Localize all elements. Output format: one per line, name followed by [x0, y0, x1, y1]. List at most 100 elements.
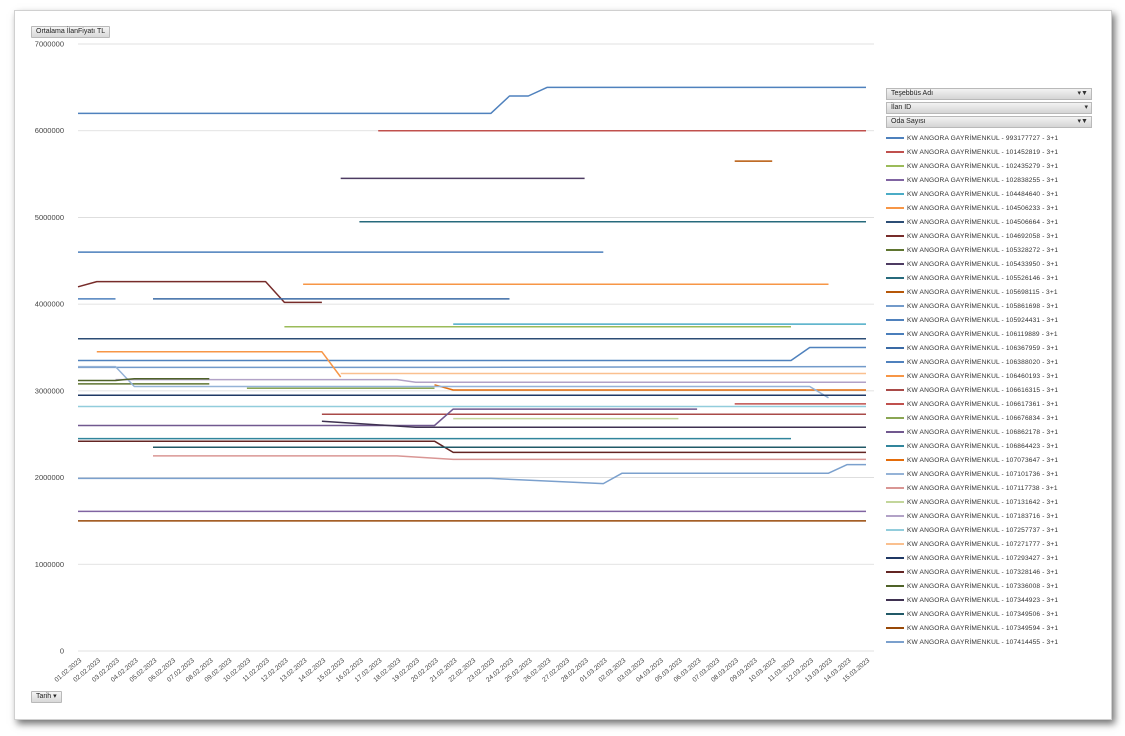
y-tick-label: 7000000	[35, 40, 64, 49]
series-line[interactable]	[96, 351, 342, 378]
legend-item[interactable]: KW ANGORA GAYRİMENKUL - 104692058 - 3+1	[886, 229, 1092, 243]
series-line[interactable]	[153, 455, 866, 461]
legend-item[interactable]: KW ANGORA GAYRİMENKUL - 106864423 - 3+1	[886, 439, 1092, 453]
y-axis-ticks: 0 1000000 2000000 3000000 4000000 5000000 6000…	[35, 40, 64, 656]
legend-swatch	[886, 529, 904, 531]
legend-label: KW ANGORA GAYRİMENKUL - 107101736 - 3+1	[907, 470, 1059, 478]
legend-item[interactable]: KW ANGORA GAYRİMENKUL - 107271777 - 3+1	[886, 537, 1092, 551]
series-line[interactable]	[434, 384, 867, 391]
y-tick-label: 1000000	[35, 560, 64, 569]
legend-item[interactable]: KW ANGORA GAYRİMENKUL - 101452819 - 3+1	[886, 145, 1092, 159]
dropdown-arrow-icon[interactable]: ▾	[1084, 104, 1088, 111]
series-line[interactable]	[78, 346, 866, 362]
legend-swatch	[886, 305, 904, 307]
legend-swatch	[886, 445, 904, 447]
series-line[interactable]	[77, 280, 322, 304]
filter-label: Oda Sayısı	[891, 118, 926, 125]
series-line[interactable]	[78, 377, 210, 382]
gridlines	[78, 43, 874, 652]
legend-swatch	[886, 263, 904, 265]
legend-item[interactable]: KW ANGORA GAYRİMENKUL - 107414455 - 3+1	[886, 635, 1092, 649]
series-line[interactable]	[78, 463, 866, 485]
legend-swatch	[886, 151, 904, 153]
legend-swatch	[886, 249, 904, 251]
legend-item[interactable]: KW ANGORA GAYRİMENKUL - 104506233 - 3+1	[886, 201, 1092, 215]
legend-item[interactable]: KW ANGORA GAYRİMENKUL - 106119889 - 3+1	[886, 327, 1092, 341]
legend-label: KW ANGORA GAYRİMENKUL - 102435279 - 3+1	[907, 162, 1059, 170]
filter-ilan-id[interactable]: İlan ID ▾	[886, 102, 1092, 114]
legend-item[interactable]: KW ANGORA GAYRİMENKUL - 105526146 - 3+1	[886, 271, 1092, 285]
legend-swatch	[886, 361, 904, 363]
legend-item[interactable]: KW ANGORA GAYRİMENKUL - 105698115 - 3+1	[886, 285, 1092, 299]
legend-label: KW ANGORA GAYRİMENKUL - 104506664 - 3+1	[907, 218, 1059, 226]
legend-swatch	[886, 571, 904, 573]
legend-swatch	[886, 193, 904, 195]
legend-swatch	[886, 599, 904, 601]
legend-item[interactable]: KW ANGORA GAYRİMENKUL - 105861698 - 3+1	[886, 299, 1092, 313]
legend-label: KW ANGORA GAYRİMENKUL - 106388020 - 3+1	[907, 358, 1059, 366]
legend-item[interactable]: KW ANGORA GAYRİMENKUL - 107349506 - 3+1	[886, 607, 1092, 621]
legend-item[interactable]: KW ANGORA GAYRİMENKUL - 106367959 - 3+1	[886, 341, 1092, 355]
legend-item[interactable]: KW ANGORA GAYRİMENKUL - 105328272 - 3+1	[886, 243, 1092, 257]
legend-label: KW ANGORA GAYRİMENKUL - 993177727 - 3+1	[907, 134, 1059, 142]
legend-item[interactable]: KW ANGORA GAYRİMENKUL - 107183716 - 3+1	[886, 509, 1092, 523]
filter-oda-sayisi[interactable]: Oda Sayısı ▾▼	[886, 116, 1092, 128]
legend-item[interactable]: KW ANGORA GAYRİMENKUL - 106616315 - 3+1	[886, 383, 1092, 397]
legend-item[interactable]: KW ANGORA GAYRİMENKUL - 106862178 - 3+1	[886, 425, 1092, 439]
legend-swatch	[886, 221, 904, 223]
legend-item[interactable]: KW ANGORA GAYRİMENKUL - 106676834 - 3+1	[886, 411, 1092, 425]
legend-label: KW ANGORA GAYRİMENKUL - 101452819 - 3+1	[907, 148, 1059, 156]
axis-field-button[interactable]: Tarih ▾	[31, 691, 62, 703]
legend-item[interactable]: KW ANGORA GAYRİMENKUL - 107336008 - 3+1	[886, 579, 1092, 593]
legend-swatch	[886, 613, 904, 615]
y-tick-label: 0	[60, 647, 64, 656]
series-line[interactable]	[78, 408, 698, 427]
series-line[interactable]	[78, 86, 866, 115]
legend-label: KW ANGORA GAYRİMENKUL - 107131642 - 3+1	[907, 498, 1059, 506]
legend-item[interactable]: KW ANGORA GAYRİMENKUL - 107349594 - 3+1	[886, 621, 1092, 635]
y-tick-label: 3000000	[35, 386, 64, 395]
legend-item[interactable]: KW ANGORA GAYRİMENKUL - 107117738 - 3+1	[886, 481, 1092, 495]
legend-label: KW ANGORA GAYRİMENKUL - 107073647 - 3+1	[907, 456, 1059, 464]
filter-icon[interactable]: ▾▼	[1077, 90, 1088, 97]
legend-item[interactable]: KW ANGORA GAYRİMENKUL - 107344923 - 3+1	[886, 593, 1092, 607]
series-line[interactable]	[115, 378, 867, 383]
legend-item[interactable]: KW ANGORA GAYRİMENKUL - 107257737 - 3+1	[886, 523, 1092, 537]
series-line[interactable]	[78, 365, 829, 399]
legend-label: KW ANGORA GAYRİMENKUL - 107271777 - 3+1	[907, 540, 1059, 548]
legend-item[interactable]: KW ANGORA GAYRİMENKUL - 104506664 - 3+1	[886, 215, 1092, 229]
legend-swatch	[886, 417, 904, 419]
legend-item[interactable]: KW ANGORA GAYRİMENKUL - 993177727 - 3+1	[886, 131, 1092, 145]
legend-item[interactable]: KW ANGORA GAYRİMENKUL - 102435279 - 3+1	[886, 159, 1092, 173]
legend-label: KW ANGORA GAYRİMENKUL - 104484640 - 3+1	[907, 190, 1059, 198]
legend-item[interactable]: KW ANGORA GAYRİMENKUL - 107293427 - 3+1	[886, 551, 1092, 565]
legend-swatch	[886, 165, 904, 167]
legend-label: KW ANGORA GAYRİMENKUL - 105328272 - 3+1	[907, 246, 1059, 254]
legend-item[interactable]: KW ANGORA GAYRİMENKUL - 106460193 - 3+1	[886, 369, 1092, 383]
legend-item[interactable]: KW ANGORA GAYRİMENKUL - 106388020 - 3+1	[886, 355, 1092, 369]
x-axis-ticks: 01.02.202302.02.202303.02.202304.02.2023…	[53, 657, 871, 684]
legend-swatch	[886, 627, 904, 629]
legend-swatch	[886, 487, 904, 489]
legend-label: KW ANGORA GAYRİMENKUL - 106119889 - 3+1	[907, 330, 1058, 338]
series-line[interactable]	[78, 365, 867, 369]
legend-label: KW ANGORA GAYRİMENKUL - 106616315 - 3+1	[907, 386, 1059, 394]
legend-label: KW ANGORA GAYRİMENKUL - 106862178 - 3+1	[907, 428, 1059, 436]
y-tick-label: 4000000	[35, 300, 64, 309]
filter-icon[interactable]: ▾▼	[1077, 118, 1088, 125]
legend-item[interactable]: KW ANGORA GAYRİMENKUL - 104484640 - 3+1	[886, 187, 1092, 201]
legend-swatch	[886, 543, 904, 545]
series-line[interactable]	[78, 440, 866, 454]
legend-item[interactable]: KW ANGORA GAYRİMENKUL - 102838255 - 3+1	[886, 173, 1092, 187]
legend-item[interactable]: KW ANGORA GAYRİMENKUL - 107131642 - 3+1	[886, 495, 1092, 509]
legend-item[interactable]: KW ANGORA GAYRİMENKUL - 107328146 - 3+1	[886, 565, 1092, 579]
value-field-button[interactable]: Ortalama İlanFiyatı TL	[31, 26, 111, 38]
legend-label: KW ANGORA GAYRİMENKUL - 107414455 - 3+1	[907, 638, 1059, 646]
legend-item[interactable]: KW ANGORA GAYRİMENKUL - 107073647 - 3+1	[886, 453, 1092, 467]
legend-item[interactable]: KW ANGORA GAYRİMENKUL - 106617361 - 3+1	[886, 397, 1092, 411]
legend-item[interactable]: KW ANGORA GAYRİMENKUL - 107101736 - 3+1	[886, 467, 1092, 481]
series-line[interactable]	[321, 420, 866, 429]
legend-item[interactable]: KW ANGORA GAYRİMENKUL - 105924431 - 3+1	[886, 313, 1092, 327]
legend-item[interactable]: KW ANGORA GAYRİMENKUL - 105433950 - 3+1	[886, 257, 1092, 271]
filter-tesebbus-adi[interactable]: Teşebbüs Adı ▾▼	[886, 88, 1092, 100]
